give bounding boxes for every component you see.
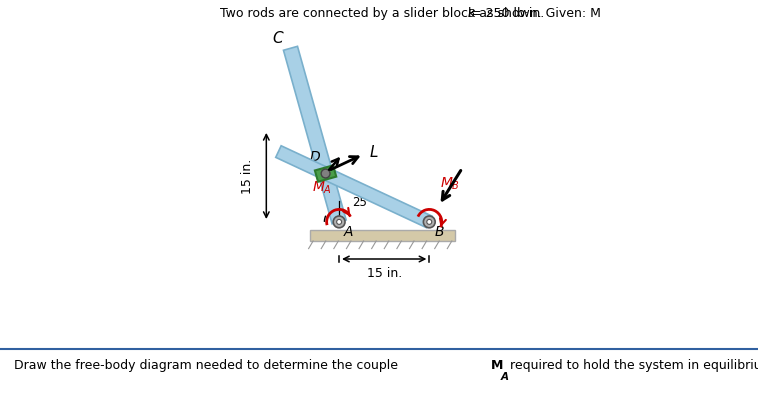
- Circle shape: [427, 219, 432, 224]
- Circle shape: [321, 169, 330, 178]
- Text: L: L: [370, 145, 378, 160]
- Bar: [310, 230, 456, 241]
- Polygon shape: [276, 146, 432, 228]
- Circle shape: [337, 219, 342, 224]
- Text: required to hold the system in equilibrium.: required to hold the system in equilibri…: [506, 359, 758, 372]
- Text: $\mathit{M}_A$: $\mathit{M}_A$: [312, 180, 333, 196]
- Text: = 250 lb·in.: = 250 lb·in.: [471, 7, 544, 20]
- Text: B: B: [434, 225, 443, 239]
- Text: Draw the free-body diagram needed to determine the couple: Draw the free-body diagram needed to det…: [14, 359, 402, 372]
- Circle shape: [334, 216, 345, 228]
- Circle shape: [424, 216, 435, 228]
- Text: M: M: [491, 359, 503, 372]
- Text: $\mathit{M}_B$: $\mathit{M}_B$: [440, 176, 460, 192]
- Text: A: A: [501, 372, 509, 382]
- Text: Two rods are connected by a slider block as shown. Given: M: Two rods are connected by a slider block…: [220, 7, 600, 20]
- Text: 15 in.: 15 in.: [241, 158, 254, 193]
- Text: B: B: [468, 9, 475, 19]
- Text: 15 in.: 15 in.: [367, 267, 402, 280]
- Text: D: D: [310, 150, 321, 164]
- Polygon shape: [315, 165, 337, 182]
- Text: C: C: [272, 30, 283, 46]
- Text: 25°: 25°: [352, 196, 373, 209]
- Polygon shape: [283, 46, 346, 224]
- Text: A: A: [344, 225, 353, 239]
